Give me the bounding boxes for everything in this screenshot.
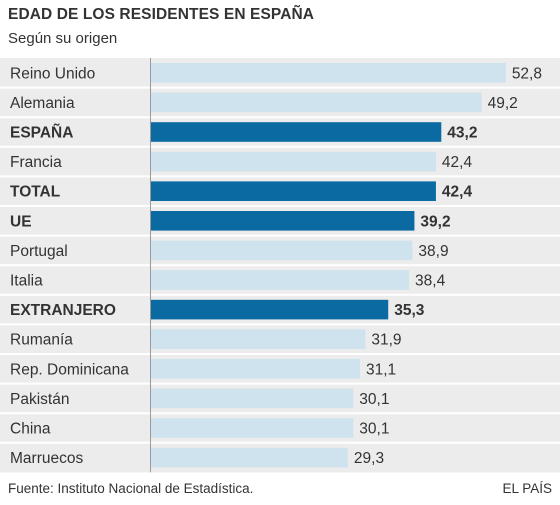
- value-label-13: 29,3: [354, 450, 384, 467]
- bar-10: [151, 359, 360, 379]
- bar-4: [151, 181, 436, 201]
- category-label-8: EXTRANJERO: [10, 302, 116, 319]
- bar-0: [151, 63, 506, 83]
- bar-1: [151, 92, 482, 113]
- chart-title: EDAD DE LOS RESIDENTES EN ESPAÑA: [8, 6, 315, 23]
- category-label-3: Francia: [10, 154, 62, 171]
- category-label-7: Italia: [10, 273, 43, 290]
- category-label-12: China: [10, 421, 51, 438]
- value-label-9: 31,9: [371, 332, 401, 349]
- value-label-7: 38,4: [415, 273, 446, 290]
- category-label-1: Alemania: [10, 95, 75, 112]
- bar-8: [151, 299, 389, 320]
- bar-6: [151, 240, 413, 261]
- value-label-4: 42,4: [442, 184, 473, 201]
- value-label-0: 52,8: [512, 65, 542, 82]
- category-label-4: TOTAL: [10, 184, 60, 201]
- category-label-9: Rumanía: [10, 332, 73, 349]
- bar-11: [151, 388, 354, 409]
- bar-13: [151, 447, 348, 468]
- value-label-10: 31,1: [366, 361, 396, 378]
- category-label-10: Rep. Dominicana: [10, 361, 129, 378]
- bar-7: [151, 270, 410, 290]
- value-label-6: 38,9: [418, 243, 448, 260]
- bar-3: [151, 151, 436, 172]
- value-label-11: 30,1: [359, 391, 389, 408]
- category-label-5: UE: [10, 213, 32, 230]
- value-label-8: 35,3: [394, 302, 425, 319]
- value-label-12: 30,1: [359, 421, 389, 438]
- category-label-2: ESPAÑA: [10, 124, 73, 142]
- chart-subtitle: Según su origen: [8, 30, 118, 47]
- value-label-3: 42,4: [442, 154, 473, 171]
- source-note: Fuente: Instituto Nacional de Estadístic…: [8, 481, 254, 496]
- bar-9: [151, 329, 366, 349]
- category-label-0: Reino Unido: [10, 65, 95, 82]
- category-label-6: Portugal: [10, 243, 68, 260]
- bar-12: [151, 418, 354, 438]
- value-label-1: 49,2: [488, 95, 518, 112]
- category-label-13: Marruecos: [10, 450, 83, 467]
- bar-5: [151, 211, 415, 231]
- value-label-5: 39,2: [420, 213, 450, 230]
- publisher-brand: EL PAÍS: [502, 481, 552, 496]
- value-label-2: 43,2: [447, 125, 477, 142]
- bar-2: [151, 122, 442, 142]
- category-label-11: Pakistán: [10, 391, 69, 408]
